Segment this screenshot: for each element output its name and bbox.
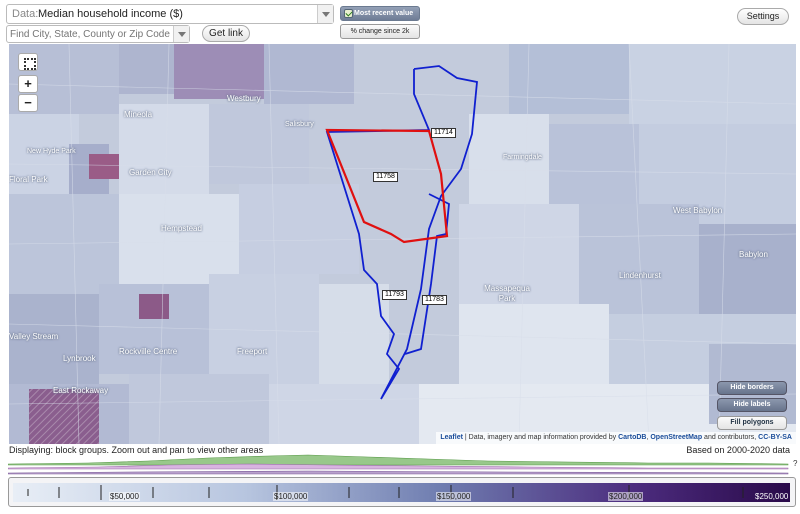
map-grid-lines [9,44,796,444]
income-histogram: ? [8,454,798,475]
census-block-groups [9,44,796,444]
town-label: Lindenhurst [619,271,661,280]
town-label: East Rockaway [53,386,109,395]
town-label: Valley Stream [9,332,59,341]
zip-label[interactable]: 11793 [382,290,407,300]
legend-tick-label: $150,000 [436,492,472,501]
percent-change-button[interactable]: % change since 2k [340,24,420,39]
zoom-out-button[interactable]: − [18,94,38,112]
town-label: Farmingdale [503,154,542,161]
attribution-text: and contributors, [704,434,757,441]
choropleth-map[interactable] [9,44,796,444]
hide-borders-button[interactable]: Hide borders [717,381,787,395]
zip-boundaries [325,65,478,400]
openstreetmap-link[interactable]: OpenStreetMap [650,434,703,441]
find-location-field[interactable] [6,25,190,43]
zip-label[interactable]: 11783 [422,295,447,305]
get-link-button[interactable]: Get link [202,25,250,42]
toolbar: Data: Median household income ($) Get li… [0,0,800,44]
town-label: Salisbury [285,121,314,128]
legend-tick-label: $100,000 [273,492,309,501]
most-recent-value-button[interactable]: Most recent value [340,6,420,21]
town-label: Lynbrook [63,354,96,363]
data-select-label: Data: [12,8,39,20]
attribution-text: | Data, imagery and map information prov… [464,434,617,441]
license-link[interactable]: CC-BY-SA [758,434,792,441]
data-select[interactable]: Data: Median household income ($) [6,4,334,24]
town-label: Floral Park [9,175,48,184]
zip-label[interactable]: 11714 [431,128,456,138]
fill-polygons-button[interactable]: Fill polygons [717,416,787,430]
checkbox-icon [344,9,353,18]
most-recent-value-label: Most recent value [354,10,414,17]
town-label: Garden City [129,168,172,177]
legend-tick-label: $50,000 [109,492,140,501]
town-label: Hempstead [161,224,202,233]
chevron-down-icon[interactable] [173,26,189,42]
cartodb-link[interactable]: CartoDB [618,434,647,441]
town-label: Westbury [227,94,261,103]
hide-labels-button[interactable]: Hide labels [717,398,787,412]
fullscreen-icon[interactable] [18,53,38,71]
legend-tick-label: $250,000 [755,492,789,501]
legend-tick-label: $200,000 [608,492,644,501]
histogram-help-label[interactable]: ? [793,459,798,468]
map-attribution: Leaflet | Data, imagery and map informat… [436,432,796,444]
leaflet-link[interactable]: Leaflet [440,434,463,441]
town-label: Mineola [124,110,153,119]
displaying-status: Displaying: block groups. Zoom out and p… [9,445,264,455]
selected-zip-outline [325,128,449,244]
zip-label[interactable]: 11758 [373,172,398,182]
town-label: Rockville Centre [119,347,178,356]
zoom-in-button[interactable]: + [18,75,38,93]
find-location-input[interactable] [10,27,170,41]
data-source-note: Based on 2000-2020 data [686,445,790,455]
town-label: West Babylon [673,206,723,215]
map-view[interactable]: + − Westbury Mineola Salisbury New Hyde … [9,44,796,444]
town-label: Massapequa Park [484,284,530,303]
chevron-down-icon[interactable] [317,5,333,23]
town-label: Freeport [237,347,268,356]
town-label: Babylon [739,250,768,259]
data-select-value: Median household income ($) [38,8,183,20]
town-label: New Hyde Park [27,148,76,155]
settings-button[interactable]: Settings [737,8,789,25]
color-legend: $50,000 $100,000 $150,000 $200,000 $250,… [8,477,796,507]
